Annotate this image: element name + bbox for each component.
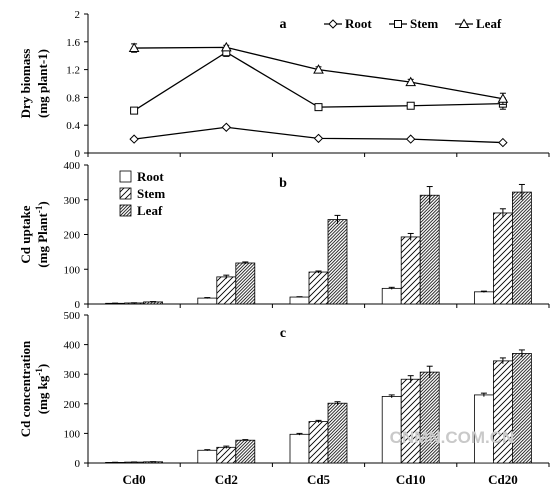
bar-leaf — [235, 439, 256, 464]
data-point-leaf — [128, 42, 140, 53]
y-tick-label: 0.4 — [66, 120, 80, 132]
x-tick-label: Cd10 — [396, 472, 426, 487]
bar-leaf — [419, 371, 440, 464]
bar-stem — [492, 360, 513, 464]
bar-leaf — [512, 191, 532, 305]
legend-label-stem: Stem — [137, 186, 165, 201]
data-point-leaf — [497, 93, 509, 103]
data-point-root — [313, 133, 324, 144]
x-tick-label: Cd5 — [307, 472, 331, 487]
data-point-leaf — [220, 41, 232, 52]
y-tick-label: 0 — [75, 299, 81, 311]
bar-root — [289, 296, 310, 305]
y-axis-title-line1: Cd uptake — [18, 205, 33, 263]
data-point-root — [405, 134, 416, 144]
bar-root — [289, 433, 310, 464]
legend-swatch-root — [119, 170, 132, 183]
y-axis-title-c: Cd concentration (mg kg-1) — [18, 340, 50, 437]
panel-label-c: c — [280, 326, 286, 341]
legend-label-stem: Stem — [410, 16, 438, 31]
y-tick-label: 1.2 — [66, 65, 80, 77]
y-tick-label: 500 — [64, 310, 81, 322]
legend-label-root: Root — [137, 169, 164, 184]
data-point-root — [498, 137, 508, 148]
y-axis-title-line2: (mg plant-1) — [35, 49, 50, 118]
data-point-root — [129, 134, 139, 144]
y-axis-title-line1: Dry biomass — [18, 49, 33, 119]
legend-label-leaf: Leaf — [137, 203, 163, 218]
legend-swatch-stem — [119, 187, 132, 200]
y-tick-label: 2 — [75, 9, 81, 21]
data-point-leaf — [405, 76, 417, 87]
data-point-leaf — [313, 64, 324, 74]
bar-stem — [400, 236, 421, 305]
y-tick-label: 100 — [64, 264, 81, 276]
y-tick-label: 0 — [75, 458, 81, 470]
legend-marker-leaf — [458, 18, 470, 28]
bar-root — [381, 287, 402, 305]
y-tick-label: 100 — [64, 428, 81, 440]
y-tick-label: 400 — [64, 340, 81, 352]
legend-marker-root — [328, 19, 338, 29]
bar-leaf — [419, 194, 440, 305]
bar-stem — [308, 421, 329, 464]
data-point-root — [221, 122, 232, 132]
y-axis-title-line2: (mg kg — [35, 375, 50, 414]
y-axis-title-close: ) — [35, 364, 50, 368]
y-tick-label: 1.6 — [66, 37, 80, 49]
bar-stem — [492, 212, 513, 305]
y-axis-title-line1: Cd concentration — [18, 340, 33, 437]
y-axis-title-b: Cd uptake (mg Plant-1) — [18, 201, 50, 267]
panel-label-a: a — [280, 17, 287, 32]
y-axis-title-close: ) — [35, 201, 50, 205]
data-point-stem — [314, 103, 323, 112]
bar-root — [197, 449, 218, 464]
y-tick-label: 300 — [64, 195, 81, 207]
bar-stem — [308, 271, 329, 305]
y-tick-label: 0.8 — [66, 92, 80, 104]
y-axis-title-line2: (mg Plant — [35, 212, 50, 267]
data-point-stem — [130, 106, 139, 115]
bar-stem — [216, 446, 237, 464]
y-tick-label: 200 — [64, 230, 81, 242]
bar-leaf — [235, 262, 256, 305]
legend-label-root: Root — [345, 16, 372, 31]
data-point-stem — [406, 101, 415, 110]
bar-leaf — [512, 353, 532, 464]
bar-stem — [216, 276, 237, 305]
bar-stem — [400, 378, 421, 464]
series-line-stem — [133, 51, 503, 112]
y-axis-title-superscript: -1 — [34, 368, 44, 376]
bar-root — [473, 291, 494, 305]
bar-root — [197, 297, 218, 305]
y-axis-title-superscript: -1 — [34, 205, 44, 213]
legend-label-leaf: Leaf — [476, 16, 502, 31]
panel-label-b: b — [279, 176, 287, 191]
legend-swatch-leaf — [119, 204, 132, 217]
bar-leaf — [327, 219, 348, 305]
legend-marker-stem — [394, 20, 402, 28]
x-tick-label: Cd0 — [123, 472, 146, 487]
y-axis-title-a: Dry biomass (mg plant-1) — [18, 49, 50, 119]
x-tick-label: Cd2 — [215, 472, 238, 487]
y-tick-label: 200 — [64, 399, 81, 411]
y-tick-label: 400 — [64, 160, 81, 172]
y-tick-label: 0 — [75, 148, 81, 160]
watermark: CNMN.COM.CN — [390, 428, 515, 447]
y-tick-label: 300 — [64, 369, 81, 381]
x-tick-label: Cd20 — [488, 472, 518, 487]
bar-leaf — [327, 402, 348, 464]
